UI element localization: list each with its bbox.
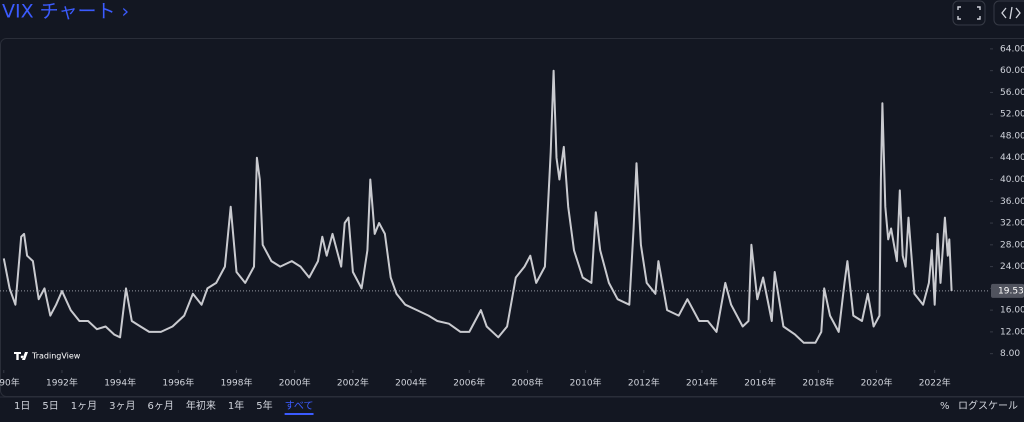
x-tick-label: 2016年: [744, 377, 776, 389]
range-button[interactable]: 1ヶ月: [71, 400, 97, 412]
x-tick-label: 2018年: [802, 377, 834, 389]
y-tick-label: 64.00: [1000, 44, 1024, 54]
x-tick-label: 2008年: [511, 377, 543, 389]
x-tick-label: 1990年: [0, 377, 20, 389]
y-tick-label: 52.00: [1000, 110, 1024, 120]
y-tick-label: 12.00: [1000, 327, 1024, 337]
x-tick-label: 2022年: [919, 377, 951, 389]
range-button[interactable]: 3ヶ月: [109, 400, 135, 412]
log-scale-button[interactable]: ログスケール: [958, 399, 1018, 412]
y-tick-label: 16.00: [1000, 306, 1024, 316]
y-tick-label: 24.00: [1000, 262, 1024, 272]
chart-panel: [1, 39, 1024, 397]
x-tick-label: 1996年: [162, 377, 194, 389]
x-tick-label: 2012年: [628, 377, 660, 389]
embed-icon: [1002, 7, 1020, 19]
range-button[interactable]: 年初来: [186, 399, 216, 412]
x-tick-label: 2006年: [453, 377, 485, 389]
fullscreen-icon: [958, 7, 980, 19]
range-button[interactable]: 1年: [228, 399, 244, 412]
x-tick-label: 2002年: [337, 377, 369, 389]
y-tick-label: 28.00: [1000, 240, 1024, 250]
y-tick-label: 36.00: [1000, 197, 1024, 207]
y-tick-label: 8.00: [1000, 349, 1020, 359]
chart-title[interactable]: VIX チャート ›: [2, 1, 129, 23]
range-button[interactable]: 6ヶ月: [148, 400, 174, 412]
x-tick-label: 1998年: [221, 377, 253, 389]
last-value-label: 19.53: [998, 286, 1024, 296]
range-button[interactable]: すべて: [285, 400, 314, 412]
y-tick-label: 48.00: [1000, 131, 1024, 141]
y-tick-label: 32.00: [1000, 219, 1024, 229]
x-tick-label: 2020年: [861, 377, 893, 389]
y-tick-label: 56.00: [1000, 88, 1024, 98]
x-tick-label: 2000年: [279, 377, 311, 389]
range-button[interactable]: 1日: [14, 401, 30, 412]
range-button[interactable]: 5年: [256, 399, 272, 412]
y-tick-label: 44.00: [1000, 153, 1024, 163]
range-button[interactable]: 5日: [42, 401, 58, 412]
x-tick-label: 2004年: [395, 377, 427, 389]
y-tick-label: 40.00: [1000, 175, 1024, 185]
x-tick-label: 2014年: [686, 377, 718, 389]
x-tick-label: 1992年: [46, 377, 78, 389]
watermark: TradingView: [31, 352, 81, 361]
y-tick-label: 60.00: [1000, 66, 1024, 76]
x-tick-label: 2010年: [570, 377, 602, 389]
fullscreen-button[interactable]: [953, 1, 985, 25]
x-tick-label: 1994年: [104, 377, 136, 389]
percent-button[interactable]: %: [940, 401, 950, 412]
